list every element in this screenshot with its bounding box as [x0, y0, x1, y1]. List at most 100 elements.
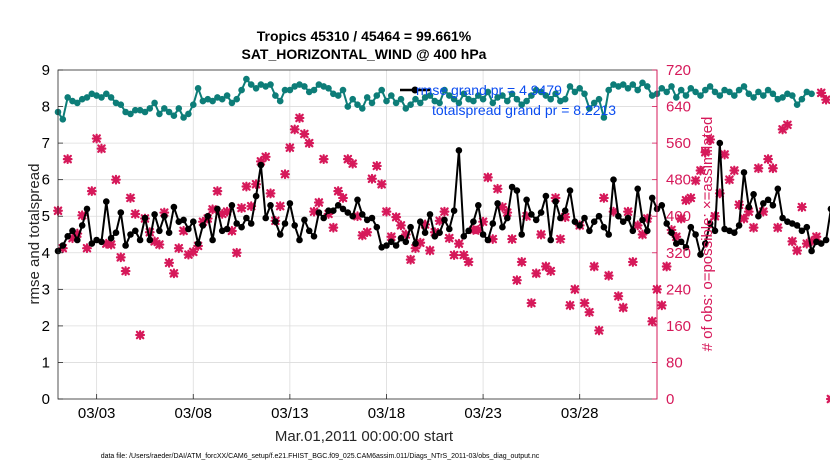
series-rmse-point: [542, 192, 550, 200]
series-totalspread-point: [475, 92, 482, 99]
obs-marker: [367, 173, 377, 184]
series-rmse-point: [455, 147, 463, 154]
series-totalspread-point: [537, 88, 545, 96]
series-rmse-point: [78, 222, 86, 229]
series-rmse-point: [735, 222, 743, 229]
obs-marker: [347, 158, 358, 169]
series-totalspread-point: [117, 101, 125, 108]
series-totalspread-point: [83, 94, 91, 101]
series-rmse-point: [460, 233, 468, 240]
y-tick-label: 1: [42, 354, 50, 371]
obs-marker: [753, 163, 764, 174]
obs-marker: [415, 237, 426, 248]
series-totalspread-point: [402, 105, 410, 112]
series-rmse-point: [325, 207, 332, 214]
series-rmse-point: [687, 223, 695, 231]
obs-marker: [613, 291, 624, 302]
obs-marker: [62, 154, 73, 165]
series-totalspread-point: [789, 92, 796, 99]
obs-marker: [511, 275, 522, 286]
obs-marker: [106, 239, 117, 250]
obs-marker: [743, 206, 754, 217]
series-totalspread-point: [165, 108, 173, 116]
obs-marker: [618, 302, 629, 313]
series-rmse-point: [600, 223, 608, 231]
series-totalspread-point: [151, 99, 158, 107]
series-totalspread-point: [702, 86, 709, 94]
obs-marker: [719, 149, 730, 160]
series-totalspread-point: [586, 105, 593, 112]
series-totalspread-point: [697, 92, 704, 99]
obs-marker: [516, 256, 527, 267]
series-totalspread-point: [731, 92, 738, 99]
series-rmse-point: [760, 200, 767, 207]
obs-marker: [627, 256, 638, 267]
y-ticks-left: 0 1 2 3 4 5 6 7 8 9: [42, 62, 63, 408]
obs-marker: [111, 174, 121, 185]
series-totalspread-point: [542, 92, 550, 99]
obs-marker: [164, 257, 175, 268]
obs-marker: [729, 165, 740, 176]
series-totalspread-point: [692, 88, 699, 96]
series-rmse-point: [161, 212, 168, 220]
series-totalspread-point: [103, 90, 110, 98]
series-totalspread-point: [363, 94, 371, 101]
series-totalspread-point: [605, 86, 612, 94]
obs-marker: [96, 143, 107, 154]
series-totalspread-point: [634, 86, 641, 94]
series-totalspread-point: [673, 94, 680, 101]
series-rmse-point: [827, 205, 830, 213]
series-rmse-point: [677, 238, 685, 246]
x-tick-label: 03/18: [368, 405, 406, 422]
obs-marker: [120, 266, 131, 276]
series-obs-assimilated: [53, 87, 830, 404]
series-rmse-point: [334, 202, 342, 209]
series-rmse-point: [417, 218, 424, 225]
obs-marker: [647, 316, 658, 327]
obs-marker: [449, 250, 460, 261]
series-rmse-point: [301, 216, 308, 224]
series-rmse-point: [320, 214, 328, 222]
obs-marker: [178, 225, 189, 236]
obs-marker: [434, 215, 445, 226]
y-tick-label-right: 400: [666, 208, 691, 225]
series-rmse-point: [470, 218, 477, 225]
obs-marker: [478, 216, 489, 227]
series-totalspread-point: [663, 88, 670, 96]
series-rmse-point: [407, 223, 414, 231]
series-rmse-point: [194, 240, 202, 247]
series-rmse-point: [450, 207, 458, 214]
obs-marker: [439, 206, 450, 217]
series-rmse-point: [436, 229, 443, 236]
obs-marker: [454, 238, 464, 249]
series-rmse-point: [165, 229, 173, 236]
obs-marker: [371, 161, 382, 171]
series-totalspread-point: [682, 92, 690, 99]
series-rmse-point: [663, 220, 670, 227]
y-tick-label-right: 240: [666, 281, 691, 298]
series-totalspread-point: [764, 86, 772, 94]
series-rmse-point: [489, 220, 497, 227]
y-tick-label-right: 320: [666, 245, 691, 262]
series-totalspread-point: [359, 105, 366, 112]
series-totalspread-point: [740, 83, 748, 90]
obs-marker: [313, 197, 324, 208]
obs-marker: [265, 188, 276, 199]
series-totalspread-point: [407, 101, 414, 108]
series-rmse-point: [624, 214, 632, 222]
series-rmse-point: [146, 236, 154, 244]
series-rmse-point: [117, 209, 125, 216]
series-rmse-point: [682, 244, 690, 251]
series-rmse-point: [209, 236, 216, 244]
obs-marker: [521, 211, 532, 222]
y-tick-label-right: 560: [666, 135, 691, 152]
series-rmse-point: [523, 196, 530, 204]
series-rmse-point: [368, 214, 376, 222]
obs-marker: [632, 220, 643, 231]
obs-marker: [482, 172, 493, 183]
obs-marker: [91, 133, 102, 144]
legend-rmse-marker: [411, 86, 419, 94]
series-totalspread-point: [726, 88, 733, 96]
obs-marker: [497, 202, 508, 213]
y-tick-label-right: 0: [666, 391, 674, 408]
